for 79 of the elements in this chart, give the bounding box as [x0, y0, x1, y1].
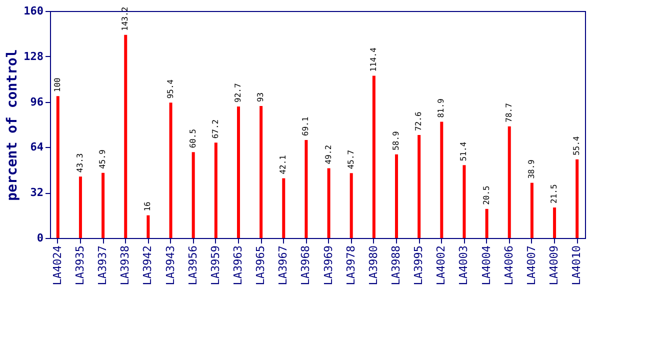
x-tick-label: LA3956 — [186, 246, 200, 286]
bar — [236, 106, 240, 238]
data-label: 45.7 — [346, 150, 356, 170]
data-label: 49.2 — [324, 144, 333, 164]
bar — [372, 76, 376, 238]
bar — [169, 102, 172, 238]
bar — [553, 207, 556, 238]
x-tick-label: LA3963 — [231, 246, 244, 286]
data-label: 42.1 — [278, 154, 288, 174]
bar — [418, 135, 421, 238]
x-tick-label: LA4003 — [457, 246, 470, 286]
x-tick-label: LA3959 — [208, 246, 222, 286]
bar — [56, 96, 60, 238]
bar — [146, 215, 150, 238]
bar — [395, 154, 398, 238]
x-tick-label: LA3938 — [118, 246, 132, 286]
x-tick-label: LA4006 — [502, 246, 516, 286]
x-tick-label: LA4010 — [570, 246, 584, 286]
data-label: 51.4 — [459, 142, 468, 162]
x-tick-label: LA4009 — [548, 246, 561, 286]
x-tick-label: LA3969 — [322, 246, 335, 286]
data-label: 72.6 — [414, 112, 424, 131]
x-tick-label: LA3980 — [366, 246, 380, 286]
data-label: 78.7 — [504, 102, 514, 122]
bar — [260, 106, 263, 238]
data-label: 38.9 — [526, 159, 536, 179]
data-label: 95.4 — [166, 79, 175, 99]
data-label: 114.4 — [368, 47, 378, 72]
bar — [508, 126, 511, 238]
data-label: 93 — [256, 92, 266, 102]
x-tick-label: LA3978 — [344, 246, 358, 286]
bar — [304, 140, 308, 238]
data-label: 100 — [52, 77, 62, 92]
data-label: 43.3 — [75, 153, 84, 173]
data-label: 143.2 — [120, 6, 130, 31]
data-label: 92.7 — [233, 83, 242, 102]
x-tick-label: LA3935 — [73, 246, 86, 286]
data-label: 21.5 — [550, 184, 559, 204]
bar — [124, 34, 128, 238]
bar — [350, 173, 353, 238]
x-tick-label: LA3943 — [164, 246, 177, 286]
bar — [576, 159, 579, 238]
bar — [102, 172, 105, 238]
data-label: 58.9 — [392, 130, 401, 150]
x-tick-label: LA4007 — [524, 246, 538, 286]
bar — [462, 165, 466, 238]
data-label: 81.9 — [436, 98, 446, 118]
bar — [530, 182, 534, 238]
bar — [192, 152, 195, 238]
bar — [282, 178, 286, 238]
x-tick-label: LA4004 — [480, 245, 493, 286]
y-tick-label: 96 — [30, 95, 44, 108]
bar — [78, 176, 82, 238]
x-tick-label: LA3988 — [390, 246, 403, 286]
data-label: 20.5 — [482, 185, 491, 205]
x-tick-label: LA3942 — [141, 246, 154, 286]
data-label: 60.5 — [188, 128, 198, 148]
data-label: 45.9 — [98, 149, 108, 169]
y-tick-label: 0 — [36, 232, 44, 244]
y-axis-title: percent of control — [4, 49, 21, 201]
x-tick-label: LA3995 — [412, 246, 426, 286]
y-tick-label: 160 — [24, 4, 44, 18]
y-tick-label: 64 — [30, 140, 44, 154]
bar — [327, 168, 330, 238]
x-tick-label: LA3937 — [96, 246, 110, 286]
data-label: 69.1 — [301, 116, 310, 136]
x-tick-label: LA4002 — [434, 246, 448, 286]
bar — [440, 122, 444, 238]
data-label: 16 — [143, 201, 152, 212]
x-tick-label: LA3967 — [276, 246, 290, 286]
bar — [214, 142, 218, 238]
y-tick-label: 128 — [24, 50, 44, 63]
x-tick-label: LA4024 — [50, 245, 64, 286]
data-label: 67.2 — [210, 119, 220, 139]
data-label: 55.4 — [572, 136, 582, 156]
x-tick-label: LA3965 — [254, 246, 268, 286]
bar — [485, 208, 488, 238]
y-tick-label: 32 — [30, 186, 44, 200]
x-tick-label: LA3968 — [299, 246, 312, 286]
